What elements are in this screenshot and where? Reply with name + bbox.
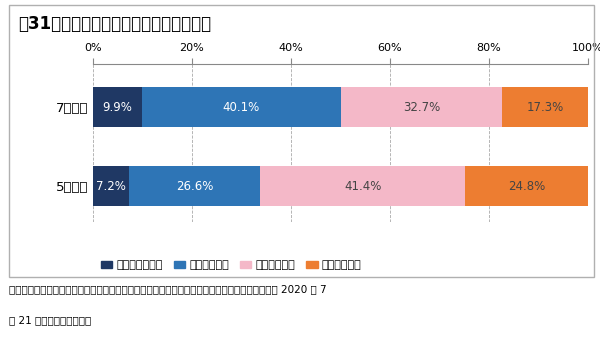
Bar <box>465 166 588 206</box>
Bar <box>341 87 502 127</box>
Bar <box>502 87 588 127</box>
Text: 9.9%: 9.9% <box>103 101 133 114</box>
Text: 41.4%: 41.4% <box>344 180 382 193</box>
Text: 26.6%: 26.6% <box>176 180 213 193</box>
Bar <box>260 166 465 206</box>
Bar <box>93 87 142 127</box>
Text: 17.3%: 17.3% <box>527 101 564 114</box>
Text: 24.8%: 24.8% <box>508 180 545 193</box>
Text: 図31　自宅での勤務で効率が上がったか: 図31 自宅での勤務で効率が上がったか <box>18 15 211 33</box>
Legend: 効率が上がった, やや上がった, やや下がった, 効率下がった: 効率が上がった, やや上がった, やや下がった, 効率下がった <box>96 256 366 275</box>
Text: （出典）「第２回働く人の意識に関する調査　調査結果レポート」公益財団法人日本生産性本部 2020 年 7: （出典）「第２回働く人の意識に関する調査 調査結果レポート」公益財団法人日本生産… <box>9 284 326 294</box>
Bar <box>93 166 128 206</box>
Bar <box>142 87 341 127</box>
Text: 40.1%: 40.1% <box>223 101 260 114</box>
Text: 32.7%: 32.7% <box>403 101 440 114</box>
Bar <box>128 166 260 206</box>
Text: 月 21 日より大和総研作成: 月 21 日より大和総研作成 <box>9 315 91 325</box>
Text: 7.2%: 7.2% <box>96 180 126 193</box>
